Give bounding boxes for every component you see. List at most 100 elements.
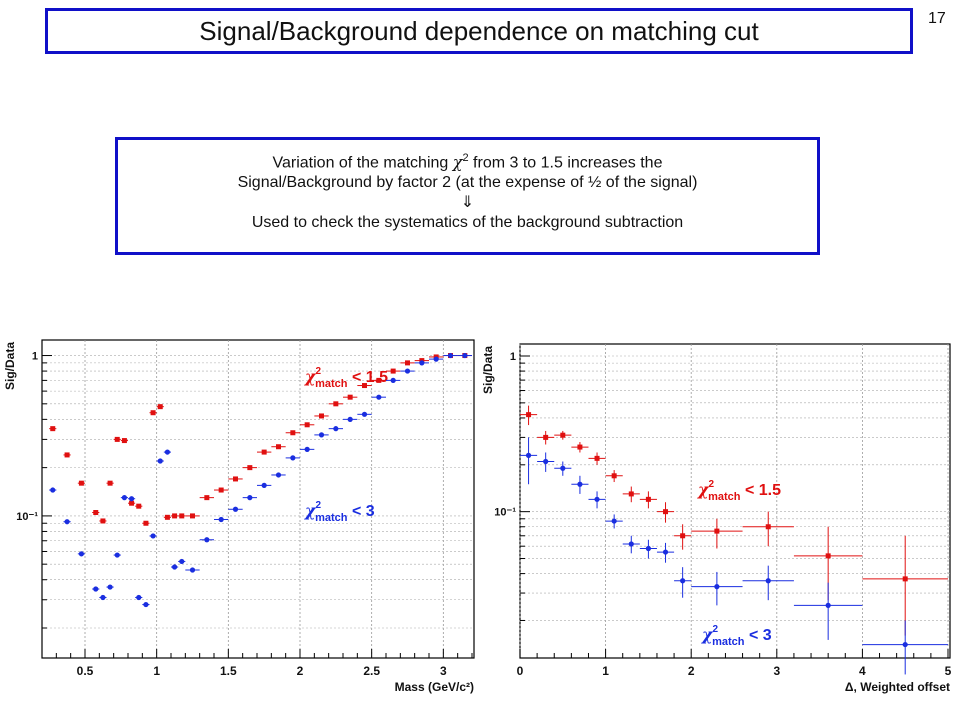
data-point — [107, 584, 113, 590]
series-label-superscript: 2 — [713, 624, 719, 635]
x-tick-label: 0.5 — [77, 664, 94, 678]
data-point — [543, 458, 549, 465]
data-point — [93, 510, 99, 516]
x-tick-label: 3 — [440, 664, 447, 678]
series-label-subscript: match — [315, 512, 348, 524]
data-point — [594, 496, 600, 502]
x-tick-label: 2 — [297, 664, 304, 678]
data-point — [172, 513, 178, 519]
data-point — [390, 368, 396, 374]
data-point — [543, 434, 549, 440]
data-point — [714, 528, 720, 534]
data-point — [129, 500, 135, 506]
series-label-cut: < 3 — [745, 627, 772, 644]
data-point — [404, 368, 411, 374]
data-point — [190, 513, 195, 519]
data-point — [333, 426, 339, 432]
data-point — [78, 551, 85, 557]
series-label-superscript: 2 — [709, 479, 715, 490]
data-point — [628, 541, 634, 547]
data-point — [462, 352, 468, 359]
data-point — [261, 449, 267, 455]
data-point — [189, 567, 196, 573]
x-tick-label: 1 — [602, 664, 609, 678]
chi-symbol: χ — [452, 152, 463, 172]
data-point — [902, 576, 908, 582]
summary-line-1: Variation of the matching χ2 from 3 to 1… — [118, 148, 817, 173]
data-point — [143, 601, 149, 608]
data-point — [333, 401, 339, 407]
summary-line-2: Signal/Background by factor 2 (at the ex… — [237, 174, 698, 192]
series-1 — [520, 437, 948, 675]
data-point — [275, 472, 282, 478]
x-axis-label: Mass (GeV/c²) — [395, 680, 474, 694]
data-point — [825, 553, 831, 559]
data-point — [164, 449, 171, 455]
data-point — [902, 641, 908, 648]
x-tick-label: 1 — [153, 664, 160, 678]
summary-box: Variation of the matching χ2 from 3 to 1… — [115, 137, 820, 255]
series-label-subscript: match — [712, 636, 745, 648]
slide-title: Signal/Background dependence on matching… — [199, 15, 759, 46]
title-box: Signal/Background dependence on matching… — [45, 8, 913, 54]
series-label: χ2 match < 1.5 — [304, 366, 388, 390]
data-point — [100, 594, 106, 601]
x-tick-label: 1.5 — [220, 664, 237, 678]
chi-superscript: 2 — [462, 152, 469, 164]
x-tick-label: 4 — [859, 664, 866, 678]
data-point — [204, 537, 210, 543]
data-point — [447, 352, 454, 359]
data-point — [143, 520, 149, 526]
data-point — [765, 524, 771, 530]
data-point — [121, 438, 127, 444]
series-label: χ2 match < 3 — [701, 624, 772, 648]
series-label-cut: < 1.5 — [348, 369, 389, 386]
x-tick-label: 2.5 — [363, 664, 380, 678]
data-point — [405, 360, 410, 366]
data-point — [64, 519, 70, 525]
data-point — [114, 436, 120, 442]
data-point — [645, 545, 651, 552]
grid — [519, 344, 950, 658]
down-arrow-icon: ⇓ — [460, 194, 475, 212]
data-point — [290, 455, 296, 461]
data-point — [662, 549, 669, 555]
data-point — [318, 432, 325, 438]
series-label: χ2 match < 3 — [304, 500, 375, 524]
data-point — [714, 584, 720, 590]
data-point — [136, 503, 142, 509]
data-point — [136, 594, 142, 601]
data-point — [233, 476, 238, 482]
data-point — [560, 465, 566, 471]
series-label-superscript: 2 — [316, 366, 322, 377]
data-point — [577, 481, 583, 487]
data-point — [419, 360, 425, 366]
plot-frame — [519, 343, 951, 659]
data-point — [304, 446, 310, 452]
data-point — [218, 487, 224, 493]
x-tick-label: 2 — [688, 664, 695, 678]
series-label-symbol: χ — [304, 501, 317, 520]
y-tick-label: 10⁻¹ — [494, 507, 516, 519]
x-tick-label: 3 — [773, 664, 780, 678]
data-point — [680, 578, 686, 584]
data-point — [204, 495, 210, 501]
summary-line-1-before: Variation of the matching — [272, 154, 449, 172]
summary-line-3: Used to check the systematics of the bac… — [251, 214, 684, 232]
series-1 — [49, 352, 472, 608]
data-point — [247, 465, 253, 471]
y-axis-label: Sig/Data — [481, 346, 495, 394]
summary-line-1-after: from 3 to 1.5 increases the — [473, 154, 663, 172]
data-point — [157, 404, 163, 410]
data-point — [825, 602, 831, 608]
data-point — [150, 410, 156, 416]
data-point — [361, 411, 368, 417]
data-point — [128, 496, 135, 502]
data-point — [390, 377, 396, 383]
data-point — [376, 377, 382, 383]
data-point — [347, 394, 353, 400]
y-tick-label: 1 — [32, 351, 38, 363]
plot-frame — [41, 339, 475, 659]
